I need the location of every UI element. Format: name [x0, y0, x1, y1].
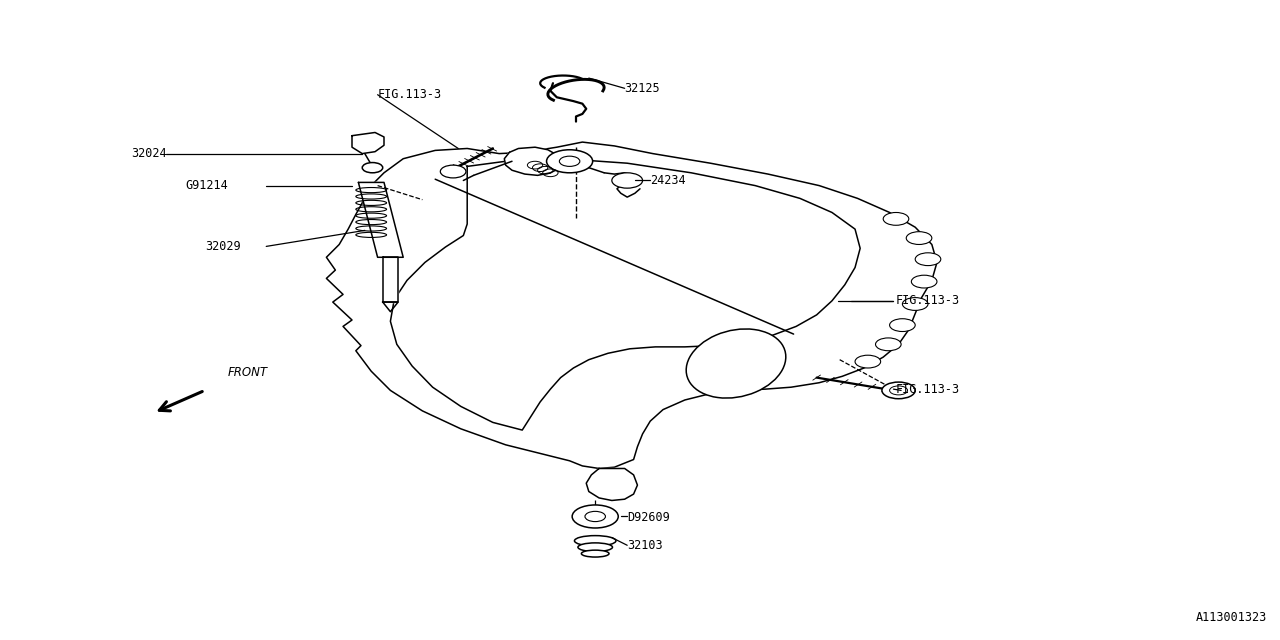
Circle shape	[440, 165, 466, 178]
Text: 32103: 32103	[627, 539, 663, 552]
Text: A113001323: A113001323	[1196, 611, 1267, 624]
Circle shape	[612, 173, 643, 188]
Circle shape	[883, 212, 909, 225]
Text: FRONT: FRONT	[228, 366, 268, 379]
Circle shape	[911, 275, 937, 288]
Ellipse shape	[579, 543, 613, 552]
Polygon shape	[358, 182, 403, 257]
Polygon shape	[383, 257, 398, 302]
Text: FIG.113-3: FIG.113-3	[896, 383, 960, 396]
Circle shape	[890, 319, 915, 332]
Polygon shape	[352, 132, 384, 154]
Circle shape	[572, 505, 618, 528]
Ellipse shape	[581, 550, 609, 557]
Ellipse shape	[686, 329, 786, 398]
Circle shape	[876, 338, 901, 351]
Polygon shape	[390, 159, 860, 430]
Circle shape	[890, 386, 908, 395]
Ellipse shape	[575, 536, 616, 546]
Polygon shape	[504, 147, 563, 175]
Circle shape	[915, 253, 941, 266]
Circle shape	[559, 156, 580, 166]
Text: 32024: 32024	[131, 147, 166, 160]
Text: D92609: D92609	[627, 511, 669, 524]
Text: FIG.113-3: FIG.113-3	[896, 294, 960, 307]
Circle shape	[902, 298, 928, 310]
Text: G91214: G91214	[186, 179, 228, 192]
Circle shape	[585, 511, 605, 522]
Text: 32125: 32125	[625, 82, 660, 95]
Polygon shape	[326, 142, 937, 468]
Circle shape	[882, 382, 915, 399]
Polygon shape	[586, 468, 637, 500]
Circle shape	[906, 232, 932, 244]
Text: 32029: 32029	[205, 240, 241, 253]
Text: 24234: 24234	[650, 174, 686, 187]
Circle shape	[855, 355, 881, 368]
Text: FIG.113-3: FIG.113-3	[378, 88, 442, 101]
Circle shape	[362, 163, 383, 173]
Circle shape	[547, 150, 593, 173]
